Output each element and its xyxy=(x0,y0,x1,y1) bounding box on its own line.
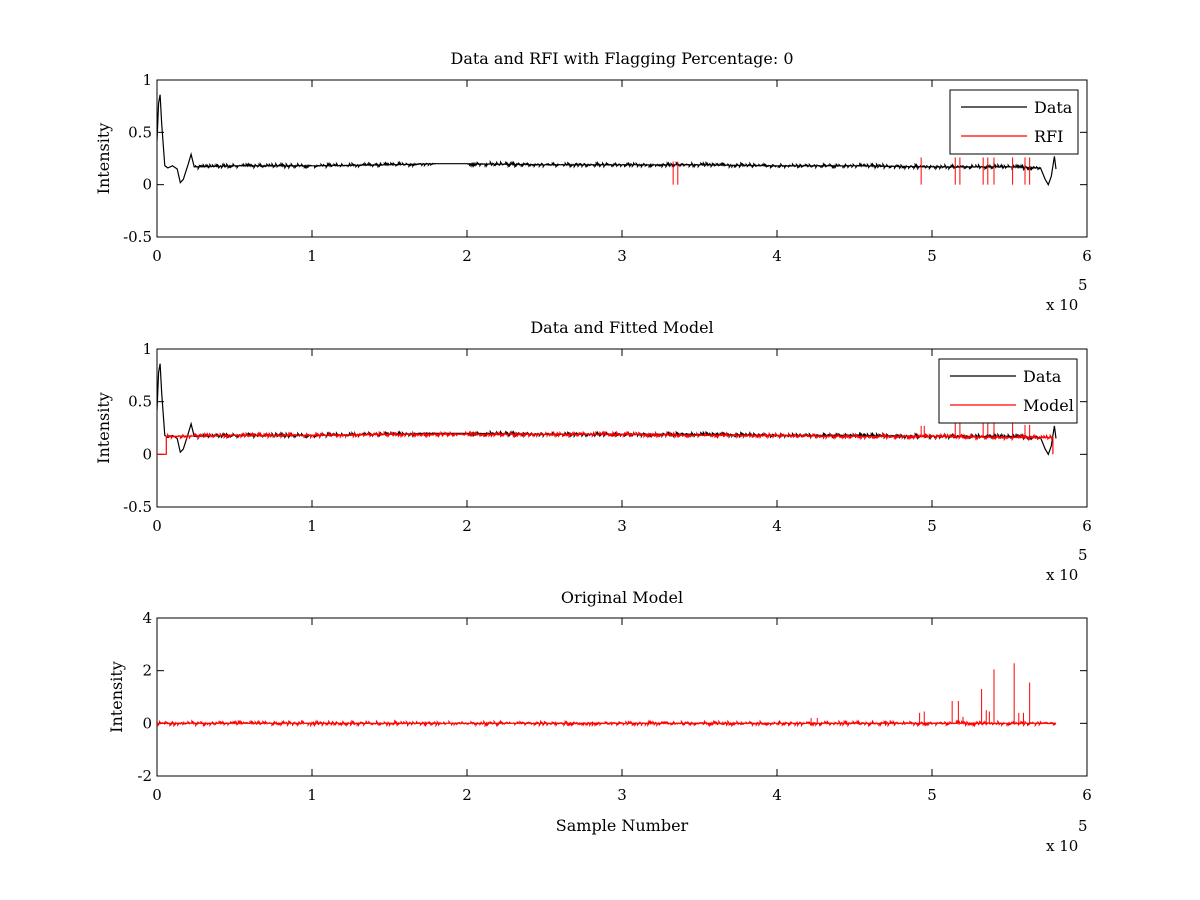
plot-area xyxy=(157,94,1057,187)
legend-label: Model xyxy=(1023,396,1074,415)
x-tick-label: 2 xyxy=(462,247,472,265)
x-tick-label: 6 xyxy=(1082,247,1092,265)
y-tick-label: 0.5 xyxy=(128,123,152,141)
y-tick-label: 0 xyxy=(142,176,152,194)
y-tick-label: -2 xyxy=(137,767,152,785)
plot-area xyxy=(157,363,1057,456)
x-tick-label: 1 xyxy=(307,786,317,804)
x-tick-label: 1 xyxy=(307,517,317,535)
x-exponent-power: 5 xyxy=(1078,817,1088,835)
x-tick-label: 5 xyxy=(927,786,937,804)
x-tick-label: 6 xyxy=(1082,517,1092,535)
x-tick-label: 0 xyxy=(152,247,162,265)
x-tick-label: 5 xyxy=(927,247,937,265)
plot-area xyxy=(157,663,1057,728)
chart-title: Data and Fitted Model xyxy=(530,318,713,337)
y-tick-label: -0.5 xyxy=(123,228,152,246)
y-tick-label: 0.5 xyxy=(128,393,152,411)
series-line-model xyxy=(157,719,1057,728)
axes-box xyxy=(156,617,1088,777)
x-tick-label: 4 xyxy=(772,247,782,265)
y-tick-label: 0 xyxy=(142,445,152,463)
x-tick-label: 1 xyxy=(307,247,317,265)
axes-box xyxy=(156,79,1088,238)
x-tick-label: 4 xyxy=(772,517,782,535)
x-tick-label: 2 xyxy=(462,517,472,535)
y-axis-label: Intensity xyxy=(94,392,113,464)
legend-label: RFI xyxy=(1034,127,1063,146)
x-tick-label: 3 xyxy=(617,247,627,265)
legend-box xyxy=(949,89,1079,155)
chart-title: Data and RFI with Flagging Percentage: 0 xyxy=(450,49,793,68)
x-tick-label: 0 xyxy=(152,786,162,804)
x-exponent-label: x 10 xyxy=(1046,566,1078,584)
x-tick-label: 0 xyxy=(152,517,162,535)
y-tick-label: 4 xyxy=(142,609,152,627)
series-line-data xyxy=(157,94,1057,187)
y-tick-label: 1 xyxy=(142,71,152,89)
legend: Data RFI xyxy=(949,89,1079,155)
y-tick-label: 1 xyxy=(142,340,152,358)
x-tick-label: 5 xyxy=(927,517,937,535)
x-axis-label: Sample Number xyxy=(556,816,689,835)
x-exponent-label: x 10 xyxy=(1046,837,1078,855)
y-axis-label: Intensity xyxy=(94,123,113,195)
x-exponent-power: 5 xyxy=(1078,276,1088,294)
x-tick-label: 4 xyxy=(772,786,782,804)
chart-title: Original Model xyxy=(561,588,683,607)
x-tick-label: 6 xyxy=(1082,786,1092,804)
y-tick-label: -0.5 xyxy=(123,498,152,516)
y-tick-label: 2 xyxy=(142,662,152,680)
x-exponent-power: 5 xyxy=(1078,546,1088,564)
legend-label: Data xyxy=(1023,367,1062,386)
legend: Data Model xyxy=(938,358,1078,424)
series-line-model xyxy=(157,430,1054,455)
x-tick-label: 2 xyxy=(462,786,472,804)
y-tick-label: 0 xyxy=(142,714,152,732)
axes-box xyxy=(156,348,1088,508)
legend-label: Data xyxy=(1034,98,1073,117)
y-axis-label: Intensity xyxy=(107,661,126,733)
x-tick-label: 3 xyxy=(617,517,627,535)
x-tick-label: 3 xyxy=(617,786,627,804)
legend-box xyxy=(938,358,1078,424)
x-exponent-label: x 10 xyxy=(1046,296,1078,314)
